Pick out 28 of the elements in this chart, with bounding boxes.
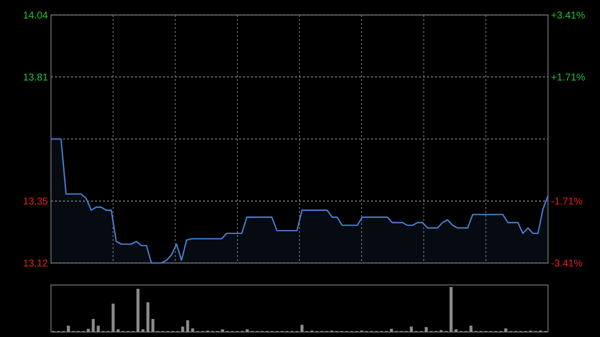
bar (112, 304, 115, 332)
y2-tick-label: -3.41% (551, 258, 583, 270)
y-tick-label: 13.35 (22, 196, 48, 208)
bar (146, 302, 150, 332)
bar (181, 326, 184, 332)
bar (454, 329, 458, 332)
bar (469, 326, 472, 332)
bar (450, 287, 453, 332)
y-tick-label: 13.81 (22, 72, 48, 84)
y2-tick-label: +3.41% (551, 10, 586, 22)
bar (191, 328, 194, 332)
bar (116, 329, 120, 332)
bar (136, 288, 140, 332)
bar (186, 320, 190, 332)
bar (410, 326, 413, 332)
y2-tick-label: -1.71% (551, 196, 583, 208)
bar (246, 329, 249, 332)
bar (66, 326, 70, 332)
bar (390, 328, 393, 332)
bar (151, 318, 154, 332)
bar (86, 328, 90, 332)
y-tick-label: 13.12 (22, 258, 48, 270)
bar (141, 329, 144, 332)
bar (96, 326, 100, 332)
bar (300, 324, 304, 332)
y2-tick-label: +1.71% (551, 72, 586, 84)
bar (220, 329, 224, 332)
y-tick-label: 14.04 (22, 10, 48, 22)
